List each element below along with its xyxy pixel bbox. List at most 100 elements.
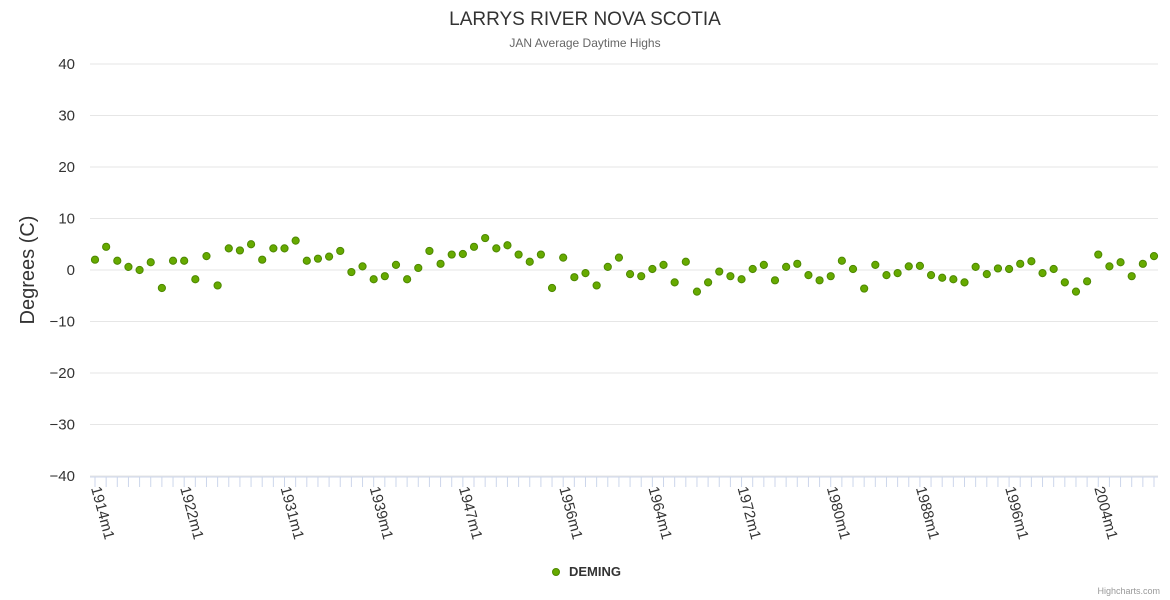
data-point[interactable] <box>815 276 824 285</box>
data-point[interactable] <box>135 265 144 275</box>
legend-item-deming[interactable]: DEMING <box>569 564 621 579</box>
data-point[interactable] <box>704 278 713 287</box>
data-point[interactable] <box>102 242 111 251</box>
data-point[interactable] <box>369 275 378 284</box>
data-point[interactable] <box>692 287 702 296</box>
data-point[interactable] <box>235 246 245 255</box>
data-point[interactable] <box>1094 250 1103 259</box>
data-point[interactable] <box>336 246 345 256</box>
data-point[interactable] <box>124 262 133 272</box>
data-point[interactable] <box>860 284 869 293</box>
data-point[interactable] <box>1127 272 1136 281</box>
data-point[interactable] <box>113 256 122 265</box>
data-point[interactable] <box>202 251 211 261</box>
data-point[interactable] <box>1038 268 1047 278</box>
data-point[interactable] <box>358 262 367 271</box>
data-point[interactable] <box>280 244 289 253</box>
data-point[interactable] <box>1116 258 1125 267</box>
data-point[interactable] <box>536 250 545 259</box>
data-point[interactable] <box>737 275 746 284</box>
data-point[interactable] <box>625 270 635 279</box>
data-point[interactable] <box>726 272 735 281</box>
data-point[interactable] <box>436 259 445 268</box>
data-point[interactable] <box>915 261 925 270</box>
legend[interactable]: DEMING <box>552 564 622 579</box>
data-point[interactable] <box>759 260 768 269</box>
data-point[interactable] <box>592 281 601 290</box>
data-point[interactable] <box>157 283 166 293</box>
data-point[interactable] <box>313 254 323 263</box>
data-point[interactable] <box>1027 257 1036 266</box>
data-point[interactable] <box>971 262 980 272</box>
data-point[interactable] <box>804 271 813 280</box>
data-point[interactable] <box>938 273 947 282</box>
data-point[interactable] <box>1060 278 1069 287</box>
data-point[interactable] <box>770 276 780 285</box>
data-point[interactable] <box>380 272 389 281</box>
data-point[interactable] <box>191 275 200 284</box>
data-point[interactable] <box>871 260 880 269</box>
data-point[interactable] <box>180 256 189 265</box>
data-point[interactable] <box>503 241 512 250</box>
data-point[interactable] <box>90 255 100 264</box>
data-point[interactable] <box>403 275 412 284</box>
data-point[interactable] <box>659 260 668 269</box>
data-point[interactable] <box>324 252 334 261</box>
data-point[interactable] <box>837 256 846 265</box>
data-point[interactable] <box>793 259 802 268</box>
data-point[interactable] <box>670 278 679 287</box>
data-point[interactable] <box>949 275 958 284</box>
data-point[interactable] <box>581 268 590 278</box>
data-point[interactable] <box>1071 287 1081 296</box>
data-point[interactable] <box>425 246 434 256</box>
data-point[interactable] <box>469 242 479 251</box>
data-point[interactable] <box>782 262 791 272</box>
data-point[interactable] <box>1105 262 1114 271</box>
data-point[interactable] <box>291 236 300 245</box>
data-point[interactable] <box>993 264 1003 273</box>
data-point[interactable] <box>347 267 356 277</box>
data-point[interactable] <box>1149 251 1159 261</box>
data-point[interactable] <box>893 268 902 278</box>
credits-link[interactable]: Highcharts.com <box>1097 586 1160 596</box>
data-point[interactable] <box>715 267 724 276</box>
data-point[interactable] <box>1004 264 1014 274</box>
data-point[interactable] <box>681 257 690 266</box>
data-point[interactable] <box>1016 259 1025 268</box>
data-point[interactable] <box>960 278 969 287</box>
data-point[interactable] <box>258 255 267 264</box>
data-point[interactable] <box>904 262 913 271</box>
data-point[interactable] <box>414 263 423 273</box>
data-point[interactable] <box>748 264 757 274</box>
data-point[interactable] <box>603 262 612 272</box>
data-point[interactable] <box>492 244 501 253</box>
data-point[interactable] <box>514 250 523 259</box>
data-point[interactable] <box>269 244 278 253</box>
data-point[interactable] <box>1138 259 1147 268</box>
data-point[interactable] <box>648 264 657 274</box>
data-point[interactable] <box>146 258 155 267</box>
data-point[interactable] <box>213 281 222 290</box>
data-point[interactable] <box>302 256 311 265</box>
legend-marker[interactable] <box>552 568 560 576</box>
data-point[interactable] <box>1049 264 1058 274</box>
data-point[interactable] <box>637 272 646 281</box>
data-point[interactable] <box>391 260 401 269</box>
data-point[interactable] <box>926 271 936 280</box>
data-point[interactable] <box>1083 277 1092 286</box>
data-point[interactable] <box>982 270 991 279</box>
data-point[interactable] <box>447 250 456 259</box>
data-point[interactable] <box>559 253 568 262</box>
data-point[interactable] <box>826 272 835 281</box>
data-point[interactable] <box>882 271 891 280</box>
data-point[interactable] <box>224 244 233 253</box>
data-point[interactable] <box>614 253 624 262</box>
data-point[interactable] <box>458 249 467 259</box>
data-point[interactable] <box>246 240 256 249</box>
data-point[interactable] <box>570 273 579 282</box>
data-point[interactable] <box>848 264 858 274</box>
data-point[interactable] <box>547 283 557 293</box>
data-point[interactable] <box>481 233 490 243</box>
data-point[interactable] <box>525 257 534 266</box>
data-point[interactable] <box>168 256 178 265</box>
